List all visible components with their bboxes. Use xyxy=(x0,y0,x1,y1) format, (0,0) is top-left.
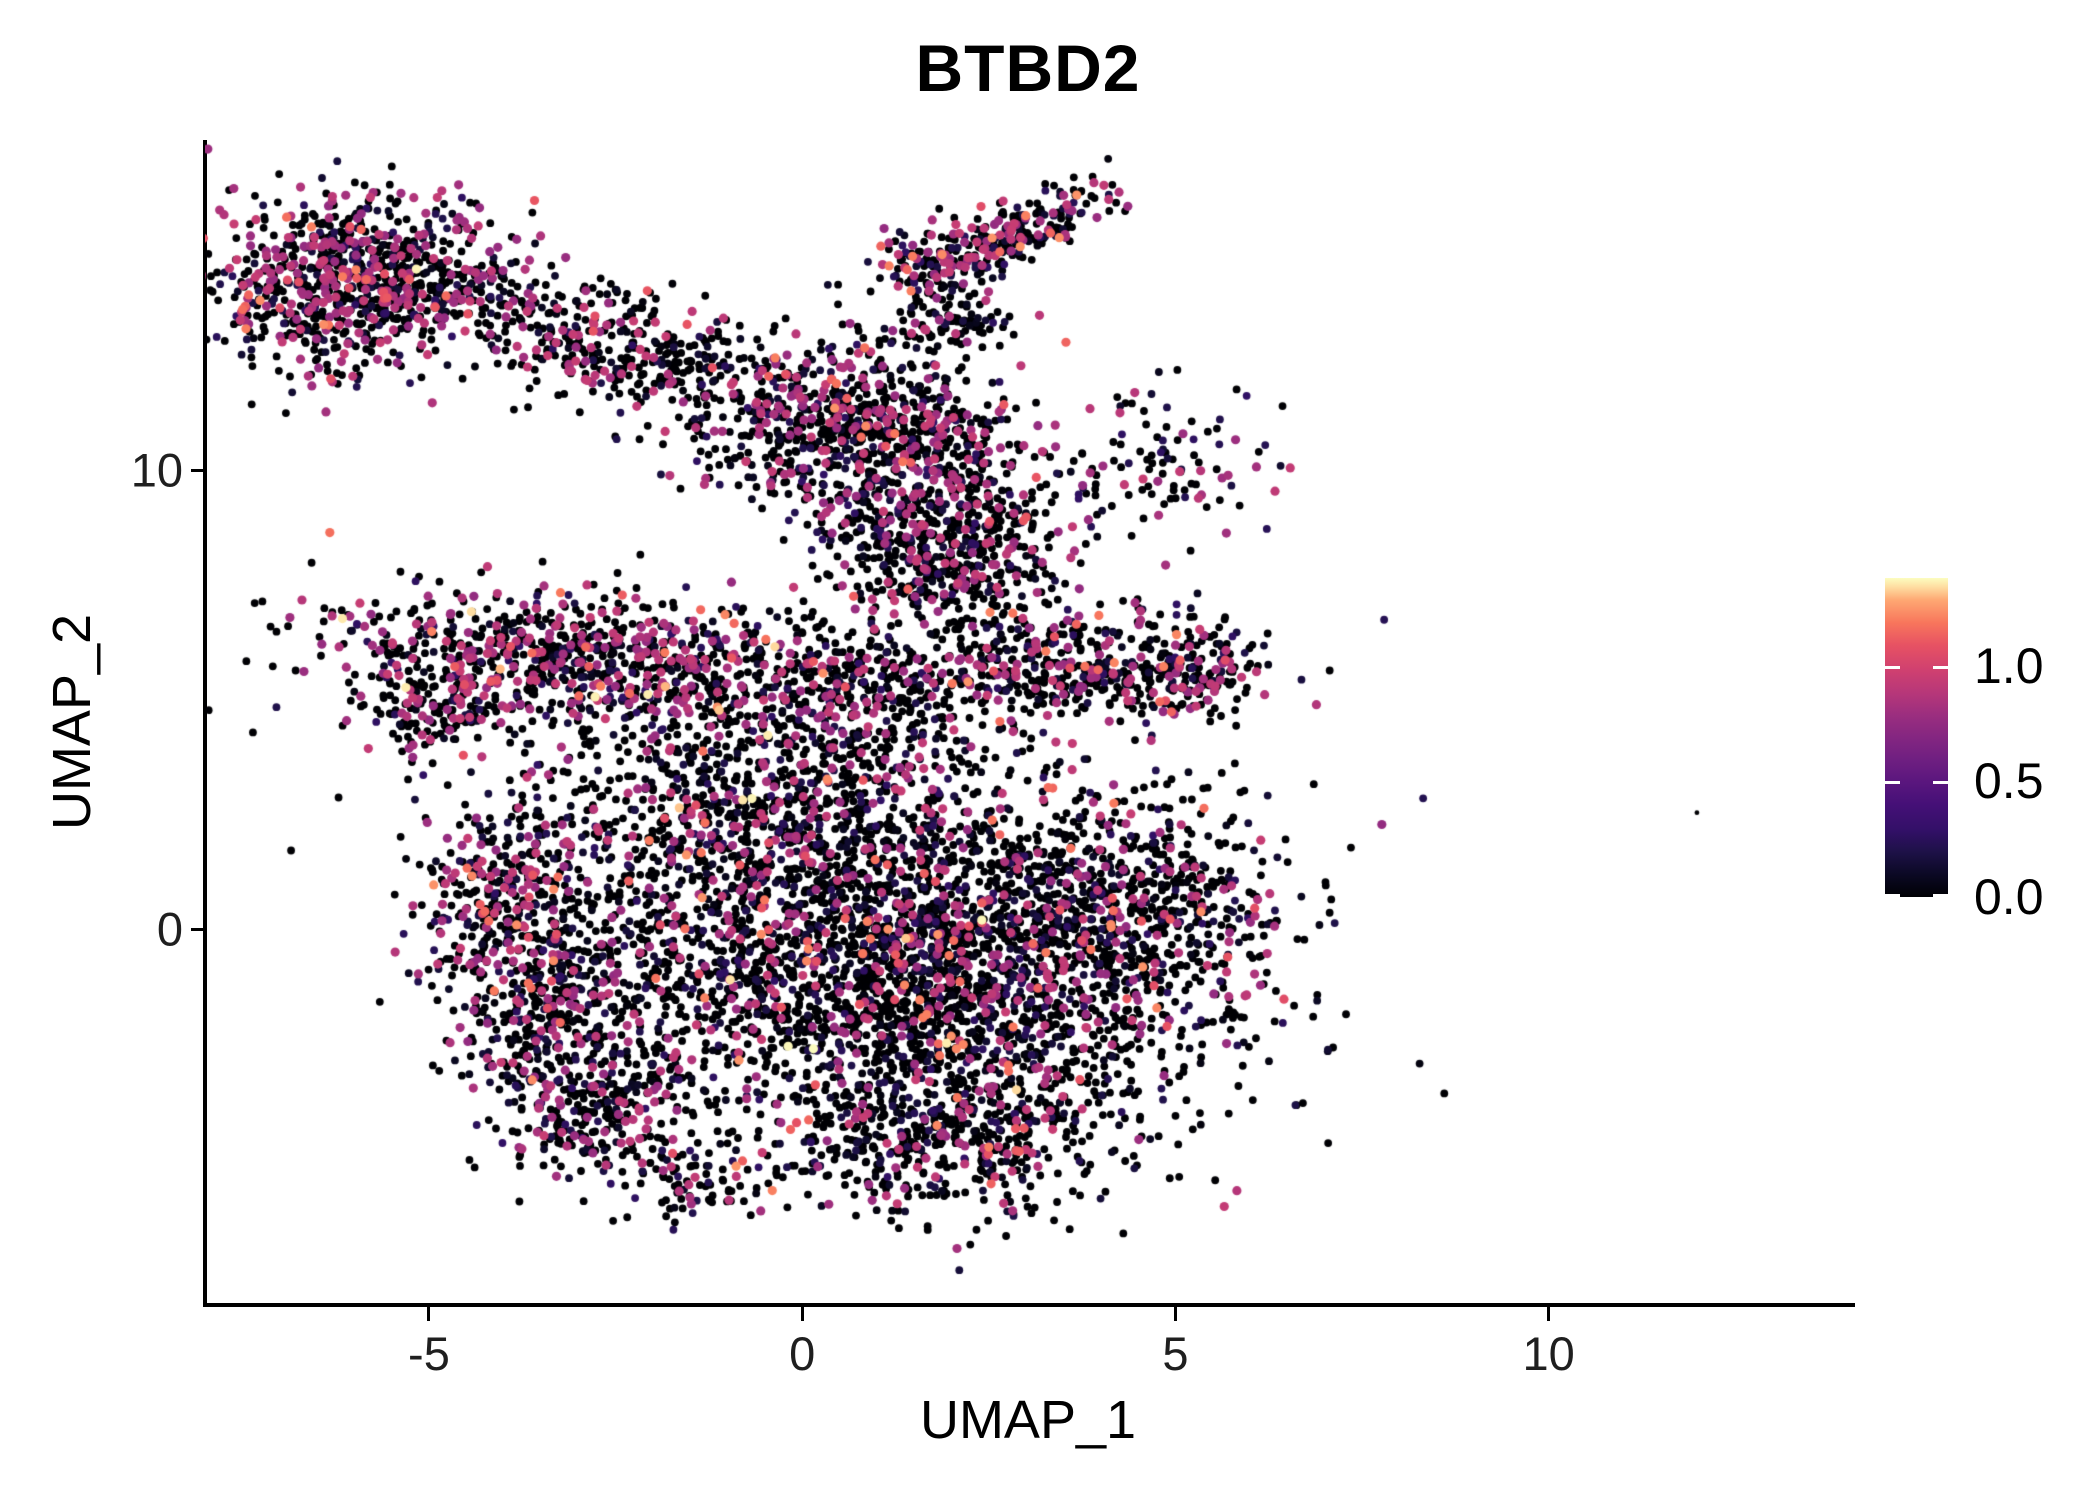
x-tick-mark xyxy=(1547,1307,1551,1321)
y-axis-title: UMAP_2 xyxy=(42,613,102,831)
colorbar-tick-mark xyxy=(1933,894,1948,897)
y-tick-label: 0 xyxy=(156,902,183,956)
colorbar-tick-mark xyxy=(1885,781,1900,785)
x-tick-mark xyxy=(1173,1307,1177,1321)
colorbar-tick-mark xyxy=(1885,665,1900,669)
colorbar-tick-label: 0.0 xyxy=(1974,869,2044,925)
x-tick-label: 0 xyxy=(789,1327,816,1380)
x-tick-mark xyxy=(427,1307,431,1321)
x-tick-label: -5 xyxy=(408,1327,450,1380)
colorbar-tick-label: 1.0 xyxy=(1974,637,2044,694)
scatter-points-canvas xyxy=(205,142,1851,1303)
plot-title: BTBD2 xyxy=(915,31,1141,105)
x-tick-label: 10 xyxy=(1522,1327,1575,1380)
colorbar-tick-mark xyxy=(1933,781,1948,785)
x-axis-line xyxy=(203,1303,1855,1307)
y-tick-label: 10 xyxy=(130,443,183,497)
x-axis-title: UMAP_1 xyxy=(919,1390,1137,1450)
colorbar-tick-label: 0.5 xyxy=(1974,753,2044,810)
colorbar-gradient xyxy=(1885,578,1948,897)
colorbar-tick-mark xyxy=(1933,665,1948,669)
x-tick-mark xyxy=(800,1307,804,1321)
x-tick-label: 5 xyxy=(1162,1327,1189,1380)
y-tick-mark xyxy=(191,468,205,472)
colorbar-tick-mark xyxy=(1885,894,1900,897)
y-tick-mark xyxy=(191,927,205,931)
